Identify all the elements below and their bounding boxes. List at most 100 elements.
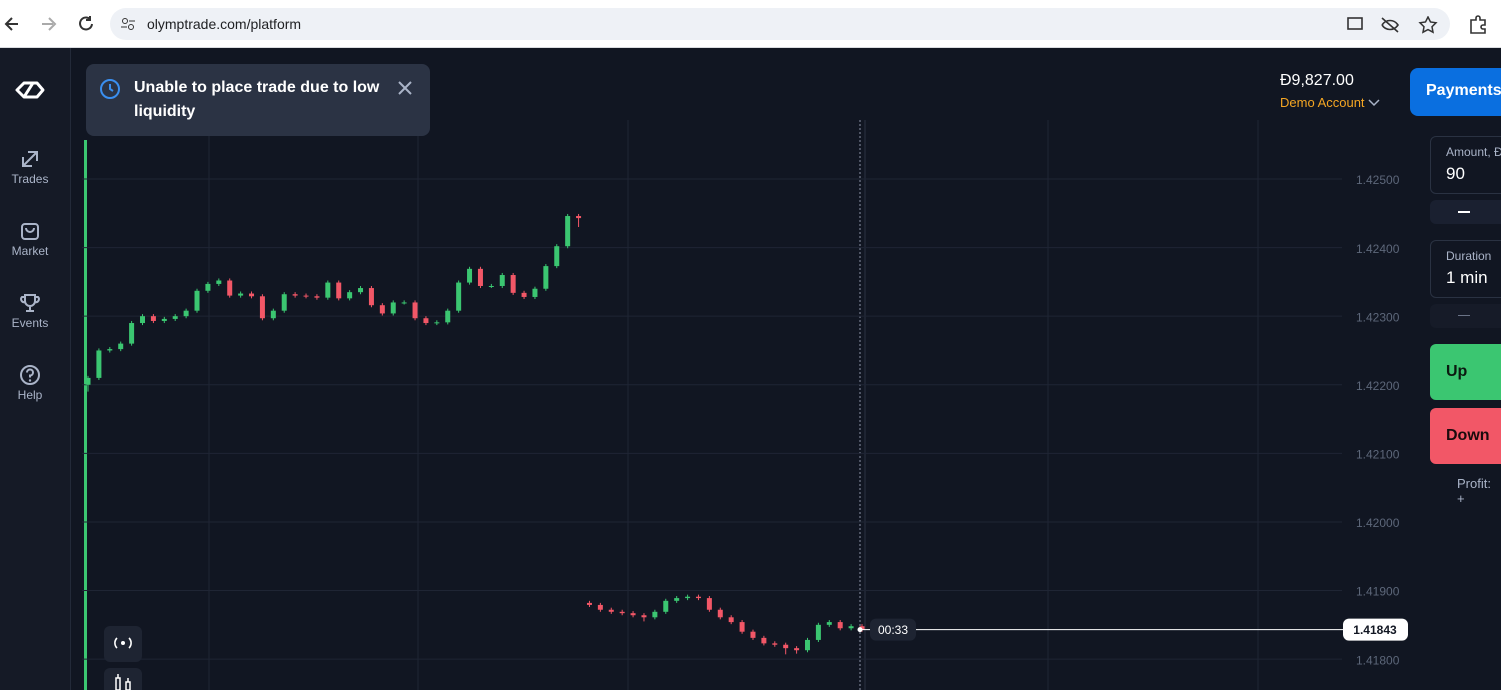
candle-body: [150, 316, 156, 321]
nav-label: Market: [11, 244, 49, 258]
candle-body: [347, 292, 353, 299]
candle-body: [859, 626, 865, 630]
profit-label: Profit: +: [1457, 476, 1491, 506]
candle-body: [597, 604, 603, 610]
y-tick-label: 1.42300: [1356, 310, 1400, 324]
candle-body: [238, 293, 244, 296]
candle-body: [107, 349, 113, 351]
candle-body: [652, 611, 658, 618]
sidebar: Trades Market Events Help: [0, 48, 71, 690]
candle-body: [412, 302, 418, 319]
timer-label: 00:33: [878, 623, 908, 637]
candle-body: [292, 294, 298, 296]
candle-body: [456, 282, 462, 311]
y-tick-label: 1.42100: [1356, 448, 1400, 462]
amount-decrease[interactable]: [1430, 200, 1501, 224]
candle-body: [249, 293, 255, 297]
candle-body: [358, 288, 364, 293]
clock-icon: [100, 79, 120, 99]
candle-body: [750, 631, 756, 638]
amount-label: Amount, Đ: [1446, 145, 1501, 159]
candle-body: [510, 275, 516, 293]
extensions-icon[interactable]: [1468, 14, 1490, 34]
candle-body: [161, 318, 167, 321]
down-label: Down: [1446, 427, 1490, 444]
candle-body: [434, 322, 440, 324]
candle-body: [815, 624, 821, 640]
trade-zone-bar: [84, 140, 87, 690]
candle-body: [401, 302, 407, 304]
candle-body: [674, 598, 680, 601]
candle-body: [129, 323, 135, 344]
candle-body: [303, 295, 309, 297]
candle-body: [325, 282, 331, 298]
candle-body: [586, 602, 592, 605]
up-label: Up: [1446, 363, 1468, 380]
timer-box: [870, 618, 916, 641]
candle-body: [336, 282, 342, 299]
balance: Đ9,827.00: [1280, 72, 1354, 89]
candle-body: [532, 288, 538, 297]
toast-notification: Unable to place trade due to low liquidi…: [86, 64, 430, 136]
nav-label: Help: [17, 388, 43, 402]
candle-body: [619, 611, 625, 614]
y-tick-label: 1.42200: [1356, 379, 1400, 393]
y-tick-label: 1.42500: [1356, 173, 1400, 187]
address-icons: [1347, 16, 1438, 34]
payments-label: Payments: [1426, 82, 1501, 99]
candle-body: [183, 310, 189, 317]
chevron: [1368, 99, 1380, 107]
nav-buttons[interactable]: [4, 14, 104, 34]
candle-body: [96, 350, 102, 378]
candle-body: [772, 643, 778, 645]
candle-body: [761, 637, 767, 644]
candle-body: [685, 596, 691, 599]
candle-body: [739, 622, 745, 632]
candle-body: [695, 596, 701, 599]
payments-button[interactable]: Payments: [1410, 68, 1501, 116]
duration-decrease[interactable]: [1430, 304, 1501, 328]
candle-body: [445, 310, 451, 323]
url-text: olymptrade.com/platform: [147, 16, 302, 32]
nav-events[interactable]: Events: [0, 292, 60, 330]
candle-body: [608, 609, 614, 612]
candle-body: [783, 644, 789, 649]
close-button[interactable]: [397, 80, 413, 96]
y-tick-label: 1.42400: [1356, 242, 1400, 256]
candle-body: [521, 292, 527, 297]
candle-body: [663, 600, 669, 612]
candle-body: [477, 268, 483, 286]
candle-body: [194, 290, 200, 311]
candle-body: [281, 294, 287, 311]
chart-tools[interactable]: [104, 626, 142, 690]
price-chart: 1.41800 1.41900 1.42000 1.42100 1.42200 1.423…: [82, 120, 1408, 690]
nav-help[interactable]: Help: [0, 364, 60, 402]
candle-body: [205, 283, 211, 291]
address-bar[interactable]: olymptrade.com/platform: [110, 8, 1450, 40]
candle-body: [172, 316, 178, 319]
nav-trades[interactable]: Trades: [0, 148, 60, 186]
account-type[interactable]: Demo Account: [1280, 95, 1380, 110]
candle-body: [85, 377, 91, 385]
candle-body: [848, 626, 854, 629]
account-type-label: Demo Account: [1280, 95, 1365, 110]
current-price-label: 1.41843: [1353, 623, 1397, 637]
candle-body: [641, 615, 647, 618]
candle-body: [706, 598, 712, 610]
duration-input[interactable]: Duration 1 min: [1430, 240, 1501, 298]
nav-market[interactable]: Market: [0, 220, 60, 258]
nav-label: Events: [11, 316, 49, 330]
toast-message: Unable to place trade due to low liquidi…: [134, 79, 380, 120]
up-button[interactable]: Up: [1430, 344, 1501, 400]
logo[interactable]: [14, 80, 46, 100]
candle-body: [467, 268, 473, 283]
candle-body: [488, 285, 494, 287]
y-tick-label: 1.41800: [1356, 653, 1400, 667]
down-button[interactable]: Down: [1430, 408, 1501, 464]
amount-value: 90: [1446, 164, 1465, 183]
candle-body: [259, 296, 265, 319]
candle-body: [499, 275, 505, 286]
amount-input[interactable]: Amount, Đ 90: [1430, 136, 1501, 194]
nav-label: Trades: [11, 172, 49, 186]
